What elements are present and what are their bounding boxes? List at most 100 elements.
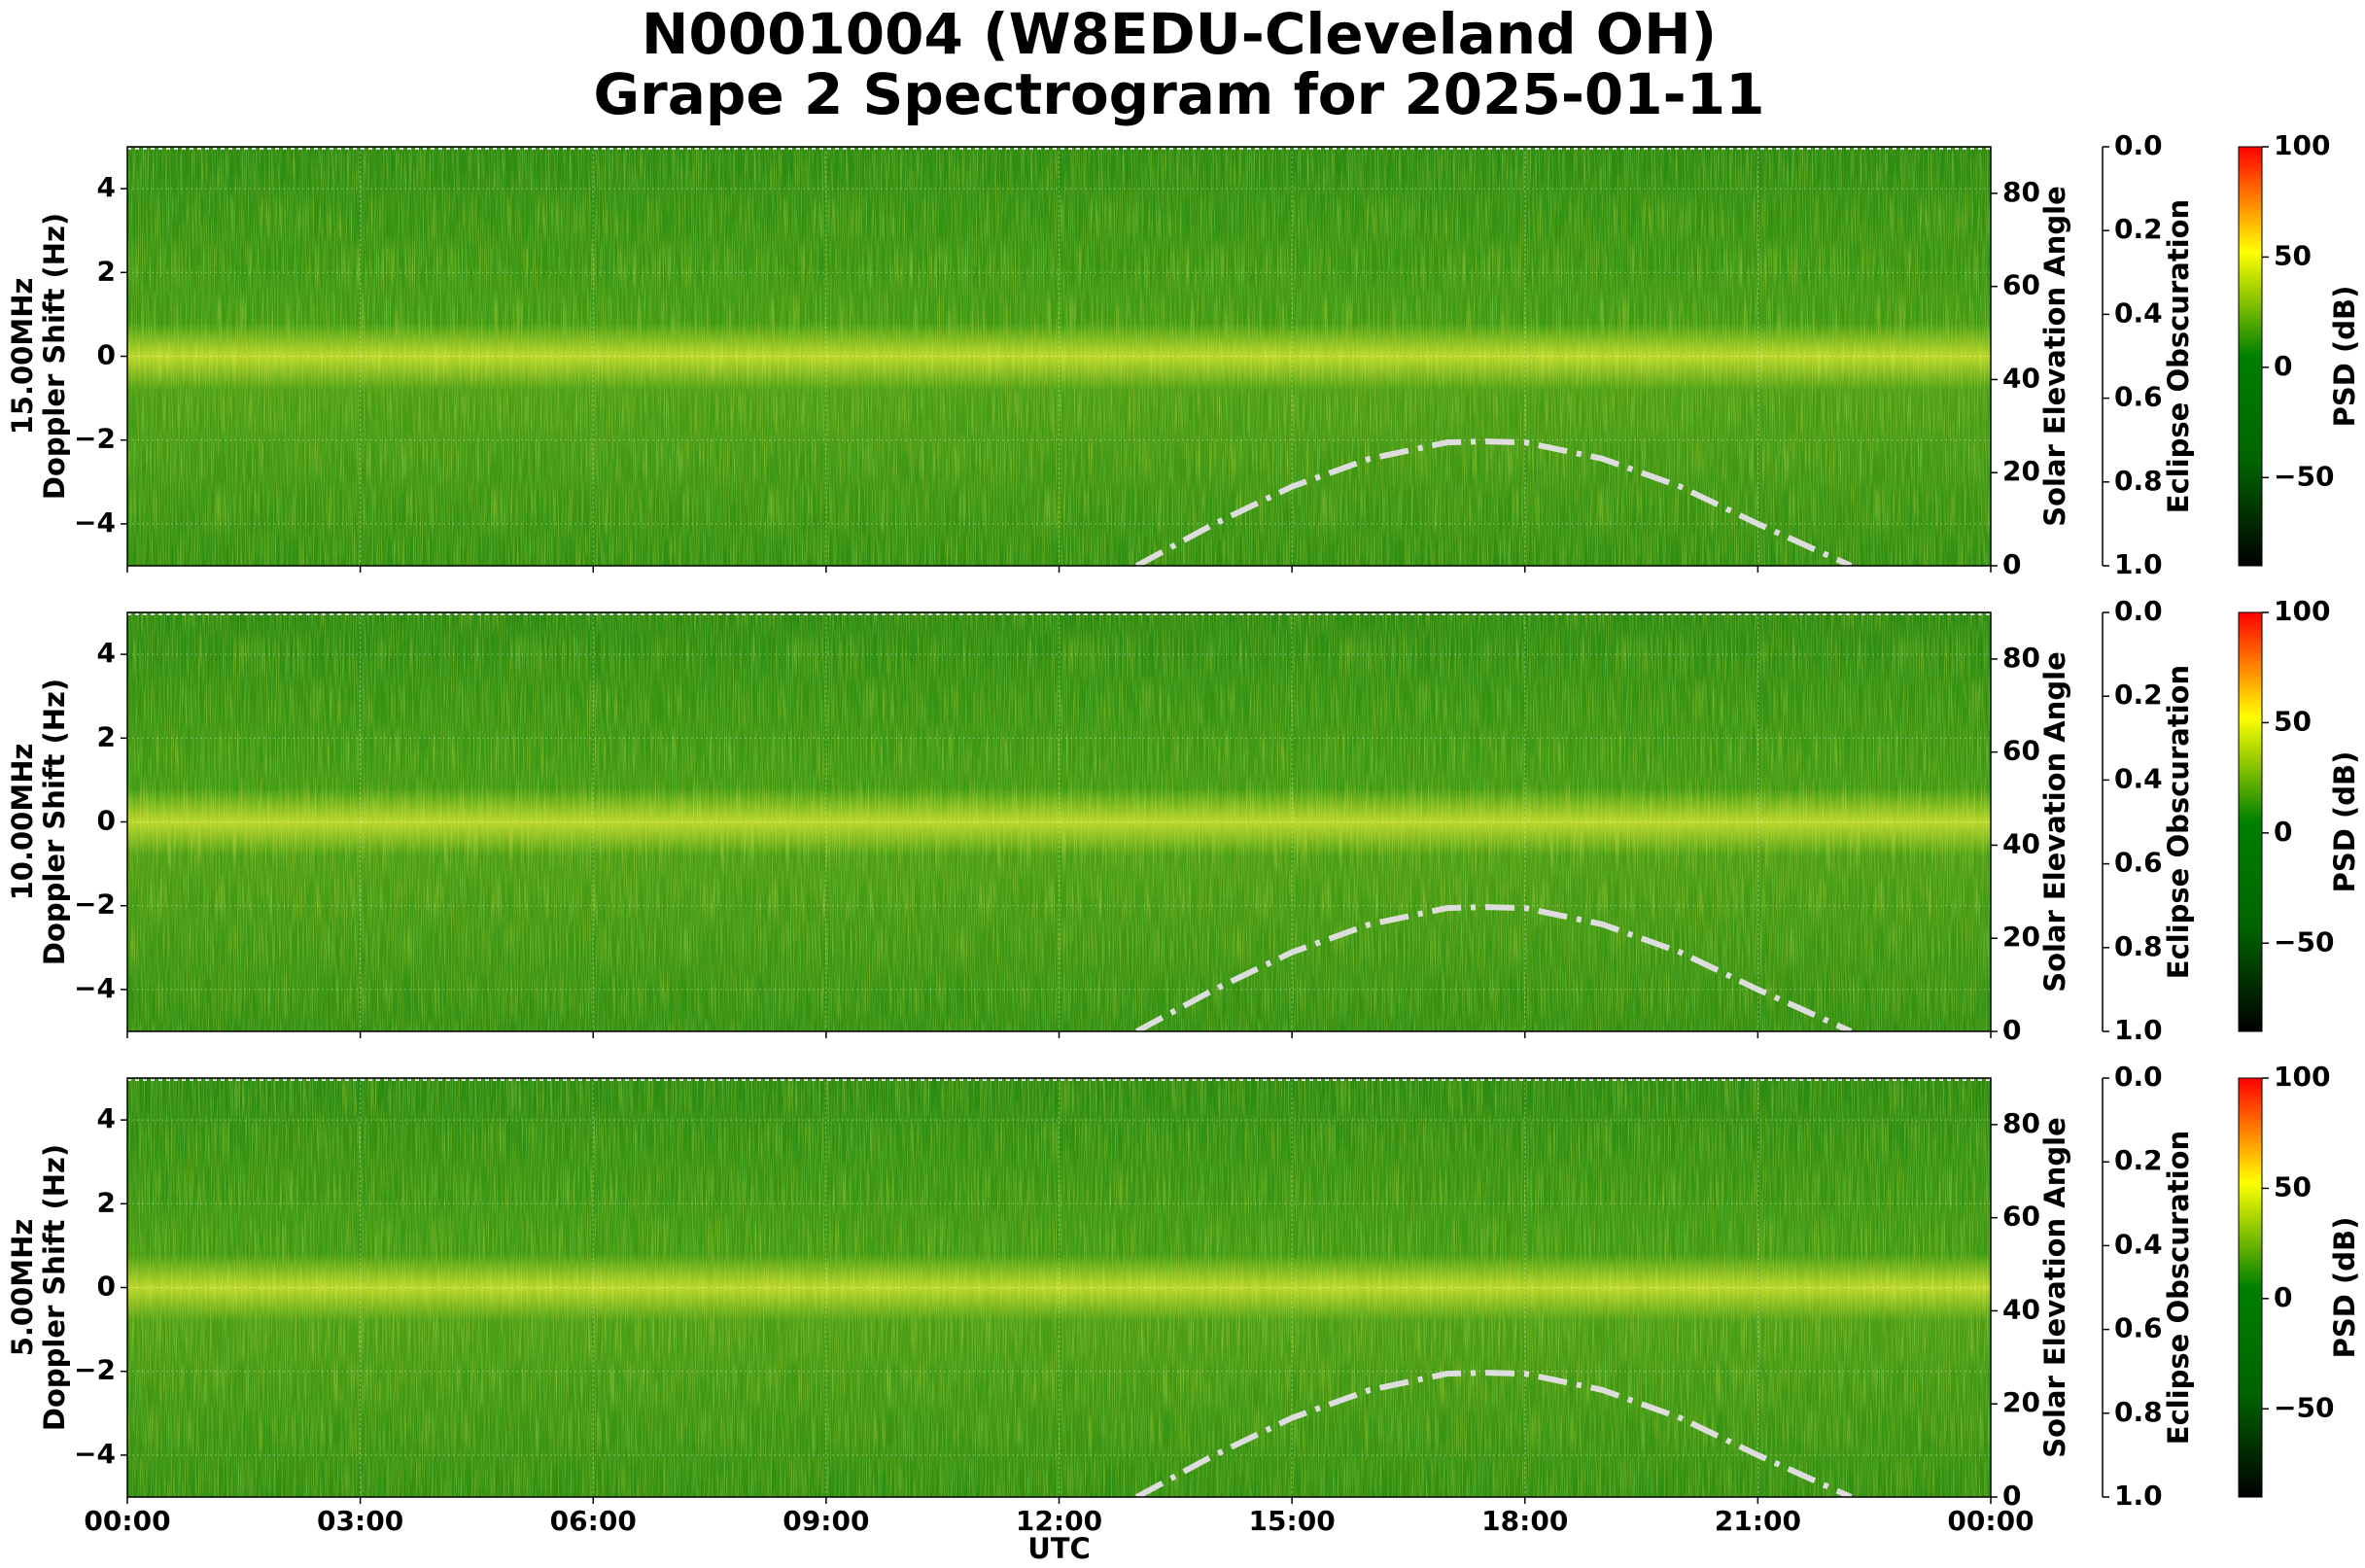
y3-tick-label: 0.4 xyxy=(2114,762,2163,794)
y-tick-label: −2 xyxy=(74,423,116,455)
x-tick-label: 15:00 xyxy=(1249,1505,1336,1537)
colorbar-tick-label: 50 xyxy=(2274,705,2312,737)
x-tick-label: 18:00 xyxy=(1481,1505,1568,1537)
y2-tick-label: 0 xyxy=(2002,1480,2021,1512)
y-tick-label: −4 xyxy=(74,1438,116,1470)
plot-frame xyxy=(126,146,1992,567)
y-axis-label: Doppler Shift (Hz) xyxy=(38,213,71,500)
y3-tick-label: 0.4 xyxy=(2114,1228,2163,1260)
y2-tick-label: 60 xyxy=(2002,735,2040,767)
y-tick-label: −4 xyxy=(74,506,116,539)
solar-elevation-line xyxy=(1134,904,1853,1031)
y2-tick-label: 40 xyxy=(2002,1293,2040,1325)
y3-tick-label: 0.0 xyxy=(2114,129,2163,161)
colorbar-tick-label: 0 xyxy=(2274,1281,2292,1313)
y-axis-label: 5.00MHz xyxy=(6,1219,39,1357)
y-tick-label: 0 xyxy=(97,339,116,371)
y3-tick-label: 0.8 xyxy=(2114,465,2163,497)
colorbar-tick-label: 0 xyxy=(2274,350,2292,382)
x-tick-label: 00:00 xyxy=(84,1505,170,1537)
y2-tick-label: 60 xyxy=(2002,269,2040,301)
colorbar-label: PSD (dB) xyxy=(2328,1217,2361,1359)
colorbar-tick-label: −50 xyxy=(2274,1391,2334,1423)
y2-tick-label: 80 xyxy=(2002,1107,2040,1139)
colorbar-tick-label: 100 xyxy=(2274,129,2330,161)
title-line: N0001004 (W8EDU-Cleveland OH) xyxy=(642,1,1717,67)
y3-tick-label: 1.0 xyxy=(2114,1014,2163,1046)
x-tick-label: 06:00 xyxy=(550,1505,637,1537)
y2-tick-label: 80 xyxy=(2002,176,2040,208)
y-tick-label: 4 xyxy=(97,637,116,669)
y3-tick-label: 0.6 xyxy=(2114,847,2163,879)
y-axis-label: 10.00MHz xyxy=(6,744,39,901)
y-tick-label: 4 xyxy=(97,1102,116,1134)
y3-tick-label: 0.2 xyxy=(2114,1144,2163,1176)
x-axis-label: UTC xyxy=(1027,1532,1091,1565)
y-axis-label: Doppler Shift (Hz) xyxy=(38,1144,71,1431)
solar-elevation-line xyxy=(1134,1370,1853,1497)
x-tick-label: 09:00 xyxy=(783,1505,869,1537)
x-tick-label: 00:00 xyxy=(1947,1505,2034,1537)
y-tick-label: 2 xyxy=(97,720,116,752)
y3-axis-label: Eclipse Obscuration xyxy=(2162,199,2195,513)
y-axis-label: Doppler Shift (Hz) xyxy=(38,679,71,965)
y2-tick-label: 20 xyxy=(2002,1386,2040,1418)
title-line: Grape 2 Spectrogram for 2025-01-11 xyxy=(594,61,1765,127)
spectrogram-texture xyxy=(127,147,1991,566)
spectrogram-texture xyxy=(127,612,1991,1031)
colorbar xyxy=(2238,146,2263,567)
y-tick-label: 2 xyxy=(97,255,116,287)
y3-axis-label: Eclipse Obscuration xyxy=(2162,1131,2195,1445)
y3-tick-label: 0.6 xyxy=(2114,381,2163,413)
y3-tick-label: 0.4 xyxy=(2114,296,2163,329)
y3-tick-label: 1.0 xyxy=(2114,548,2163,580)
y2-tick-label: 0 xyxy=(2002,1014,2021,1046)
y-tick-label: 2 xyxy=(97,1186,116,1218)
colorbar-tick-label: 50 xyxy=(2274,239,2312,271)
colorbar-tick-label: −50 xyxy=(2274,925,2334,958)
colorbar-tick-label: 50 xyxy=(2274,1170,2312,1202)
y-tick-label: 0 xyxy=(97,805,116,837)
y2-axis-label: Solar Elevation Angle xyxy=(2038,651,2071,993)
y3-tick-label: 0.2 xyxy=(2114,679,2163,711)
y2-axis-label: Solar Elevation Angle xyxy=(2038,1117,2071,1458)
y2-axis-label: Solar Elevation Angle xyxy=(2038,186,2071,527)
plot-frame xyxy=(126,1077,1992,1498)
y3-tick-label: 0.0 xyxy=(2114,1061,2163,1093)
y3-tick-label: 0.0 xyxy=(2114,595,2163,627)
y3-tick-label: 0.2 xyxy=(2114,213,2163,245)
x-tick-label: 21:00 xyxy=(1715,1505,1801,1537)
colorbar-label: PSD (dB) xyxy=(2328,751,2361,893)
y-tick-label: 4 xyxy=(97,171,116,203)
colorbar-tick-label: 100 xyxy=(2274,1061,2330,1093)
y3-tick-label: 0.8 xyxy=(2114,930,2163,962)
y-axis-label: 15.00MHz xyxy=(6,278,39,436)
colorbar xyxy=(2238,611,2263,1032)
x-tick-label: 12:00 xyxy=(1016,1505,1102,1537)
y3-tick-label: 1.0 xyxy=(2114,1480,2163,1512)
y3-tick-label: 0.6 xyxy=(2114,1312,2163,1344)
colorbar-tick-label: −50 xyxy=(2274,460,2334,492)
colorbar-tick-label: 0 xyxy=(2274,816,2292,848)
solar-elevation-line xyxy=(1134,438,1853,566)
colorbar-tick-label: 100 xyxy=(2274,595,2330,627)
y-tick-label: −2 xyxy=(74,889,116,921)
y3-tick-label: 0.8 xyxy=(2114,1396,2163,1428)
y-tick-label: −4 xyxy=(74,972,116,1004)
y2-tick-label: 20 xyxy=(2002,455,2040,487)
y2-tick-label: 0 xyxy=(2002,548,2021,580)
spectrogram-texture xyxy=(127,1078,1991,1497)
y2-tick-label: 40 xyxy=(2002,827,2040,859)
y-tick-label: −2 xyxy=(74,1354,116,1386)
x-tick-label: 03:00 xyxy=(317,1505,403,1537)
y-tick-label: 0 xyxy=(97,1271,116,1303)
y2-tick-label: 20 xyxy=(2002,921,2040,953)
y3-axis-label: Eclipse Obscuration xyxy=(2162,665,2195,979)
colorbar-label: PSD (dB) xyxy=(2328,286,2361,428)
plot-frame xyxy=(126,611,1992,1032)
y2-tick-label: 80 xyxy=(2002,642,2040,674)
y2-tick-label: 40 xyxy=(2002,362,2040,394)
colorbar xyxy=(2238,1077,2263,1498)
